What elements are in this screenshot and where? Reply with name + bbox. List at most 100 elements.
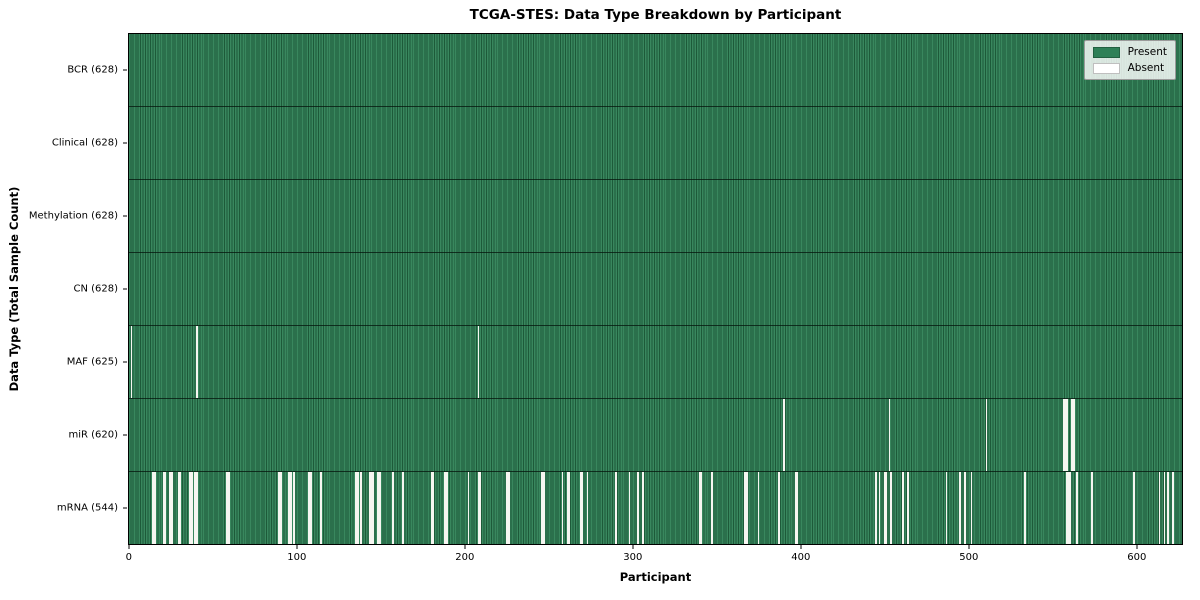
absent-stripe	[368, 472, 371, 544]
absent-stripe	[1163, 472, 1166, 544]
y-tick-label: MAF (625)	[66, 356, 118, 368]
absent-stripe	[566, 472, 569, 544]
absent-stripe	[1067, 472, 1070, 544]
absent-stripe	[543, 472, 545, 544]
plot-area: Present Absent	[128, 33, 1183, 545]
absent-stripe	[541, 472, 544, 544]
x-tick-label: 200	[455, 552, 475, 563]
absent-stripe	[477, 472, 480, 544]
absent-stripe	[1166, 472, 1169, 544]
absent-stripe	[586, 472, 589, 544]
y-tick-label: BCR (628)	[67, 64, 118, 76]
absent-stripe	[372, 472, 374, 544]
absent-stripe	[1066, 472, 1068, 544]
absent-stripe	[430, 472, 433, 544]
absent-stripe	[901, 472, 904, 544]
y-axis-ticks: BCR (628) Clinical (628) Methylation (628)…	[0, 33, 128, 545]
y-tick-mark	[123, 69, 127, 71]
absent-stripe	[152, 472, 155, 544]
absent-stripe	[794, 472, 797, 544]
absent-stripe	[561, 472, 564, 544]
absent-stripe	[907, 472, 909, 544]
y-tick-label: Clinical (628)	[51, 137, 118, 149]
x-tick-mark	[464, 545, 466, 549]
absent-stripe	[777, 472, 780, 544]
absent-stripe	[958, 472, 961, 544]
absent-stripe	[796, 472, 799, 544]
absent-stripe	[883, 472, 886, 544]
row-methylation	[129, 180, 1182, 253]
y-tick-label: Methylation (628)	[28, 210, 118, 222]
absent-stripe	[293, 472, 295, 544]
row-mir	[129, 399, 1182, 472]
absent-stripe	[378, 472, 381, 544]
absent-stripe	[377, 472, 379, 544]
legend-item: Absent	[1092, 62, 1167, 74]
x-tick-label: 0	[125, 552, 133, 563]
absent-stripe	[169, 472, 171, 544]
chart-title: TCGA-STES: Data Type Breakdown by Partic…	[469, 7, 842, 23]
y-tick-mark	[123, 434, 127, 436]
absent-stripe	[945, 472, 948, 544]
absent-stripe	[226, 472, 228, 544]
absent-stripe	[467, 472, 470, 544]
absent-stripe	[227, 472, 230, 544]
y-tick-mark	[123, 288, 127, 290]
absent-stripe	[746, 472, 748, 544]
absent-stripe	[1076, 472, 1079, 544]
legend-swatch-present	[1092, 46, 1120, 58]
absent-stripe	[637, 472, 639, 544]
y-tick-label: CN (628)	[73, 283, 118, 295]
absent-stripe	[710, 472, 713, 544]
absent-stripe	[392, 472, 394, 544]
legend-label: Absent	[1127, 62, 1165, 74]
absent-stripe	[154, 472, 156, 544]
absent-stripe	[278, 472, 280, 544]
absent-stripe	[628, 472, 631, 544]
absent-stripe	[444, 472, 446, 544]
x-axis-label: Participant	[619, 570, 692, 584]
absent-stripe	[177, 472, 180, 544]
absent-stripe	[699, 472, 701, 544]
x-tick-mark	[632, 545, 634, 549]
absent-stripe	[506, 472, 508, 544]
absent-stripe	[320, 472, 322, 544]
y-tick-mark	[123, 361, 127, 363]
absent-stripe	[1064, 399, 1067, 471]
absent-stripe	[357, 472, 359, 544]
absent-stripe	[615, 472, 617, 544]
row-bcr	[129, 34, 1182, 107]
row-mrna	[129, 472, 1182, 544]
x-tick-mark	[800, 545, 802, 549]
absent-stripe	[164, 472, 166, 544]
x-tick-label: 400	[791, 552, 811, 563]
absent-stripe	[878, 472, 881, 544]
absent-stripe	[568, 472, 570, 544]
absent-stripe	[580, 472, 582, 544]
legend-label: Present	[1127, 46, 1167, 58]
absent-stripe	[355, 472, 358, 544]
absent-stripe	[1071, 399, 1073, 471]
y-tick-label: miR (620)	[68, 429, 118, 441]
absent-stripe	[189, 472, 192, 544]
absent-stripe	[308, 472, 311, 544]
absent-stripe	[507, 472, 510, 544]
x-tick-label: 500	[959, 552, 979, 563]
y-tick-mark	[123, 215, 127, 217]
absent-stripe	[279, 472, 282, 544]
absent-stripe	[985, 399, 988, 471]
absent-stripe	[888, 399, 891, 471]
absent-stripe	[288, 472, 290, 544]
absent-stripe	[370, 472, 373, 544]
y-tick-label: mRNA (544)	[56, 502, 118, 514]
legend-item: Present	[1092, 46, 1167, 58]
x-tick-label: 100	[287, 552, 307, 563]
row-clinical	[129, 107, 1182, 180]
absent-stripe	[964, 472, 966, 544]
absent-stripe	[875, 472, 877, 544]
rows-container	[129, 34, 1182, 544]
absent-stripe	[1158, 472, 1161, 544]
absent-stripe	[744, 472, 747, 544]
legend-swatch-absent	[1092, 62, 1120, 74]
